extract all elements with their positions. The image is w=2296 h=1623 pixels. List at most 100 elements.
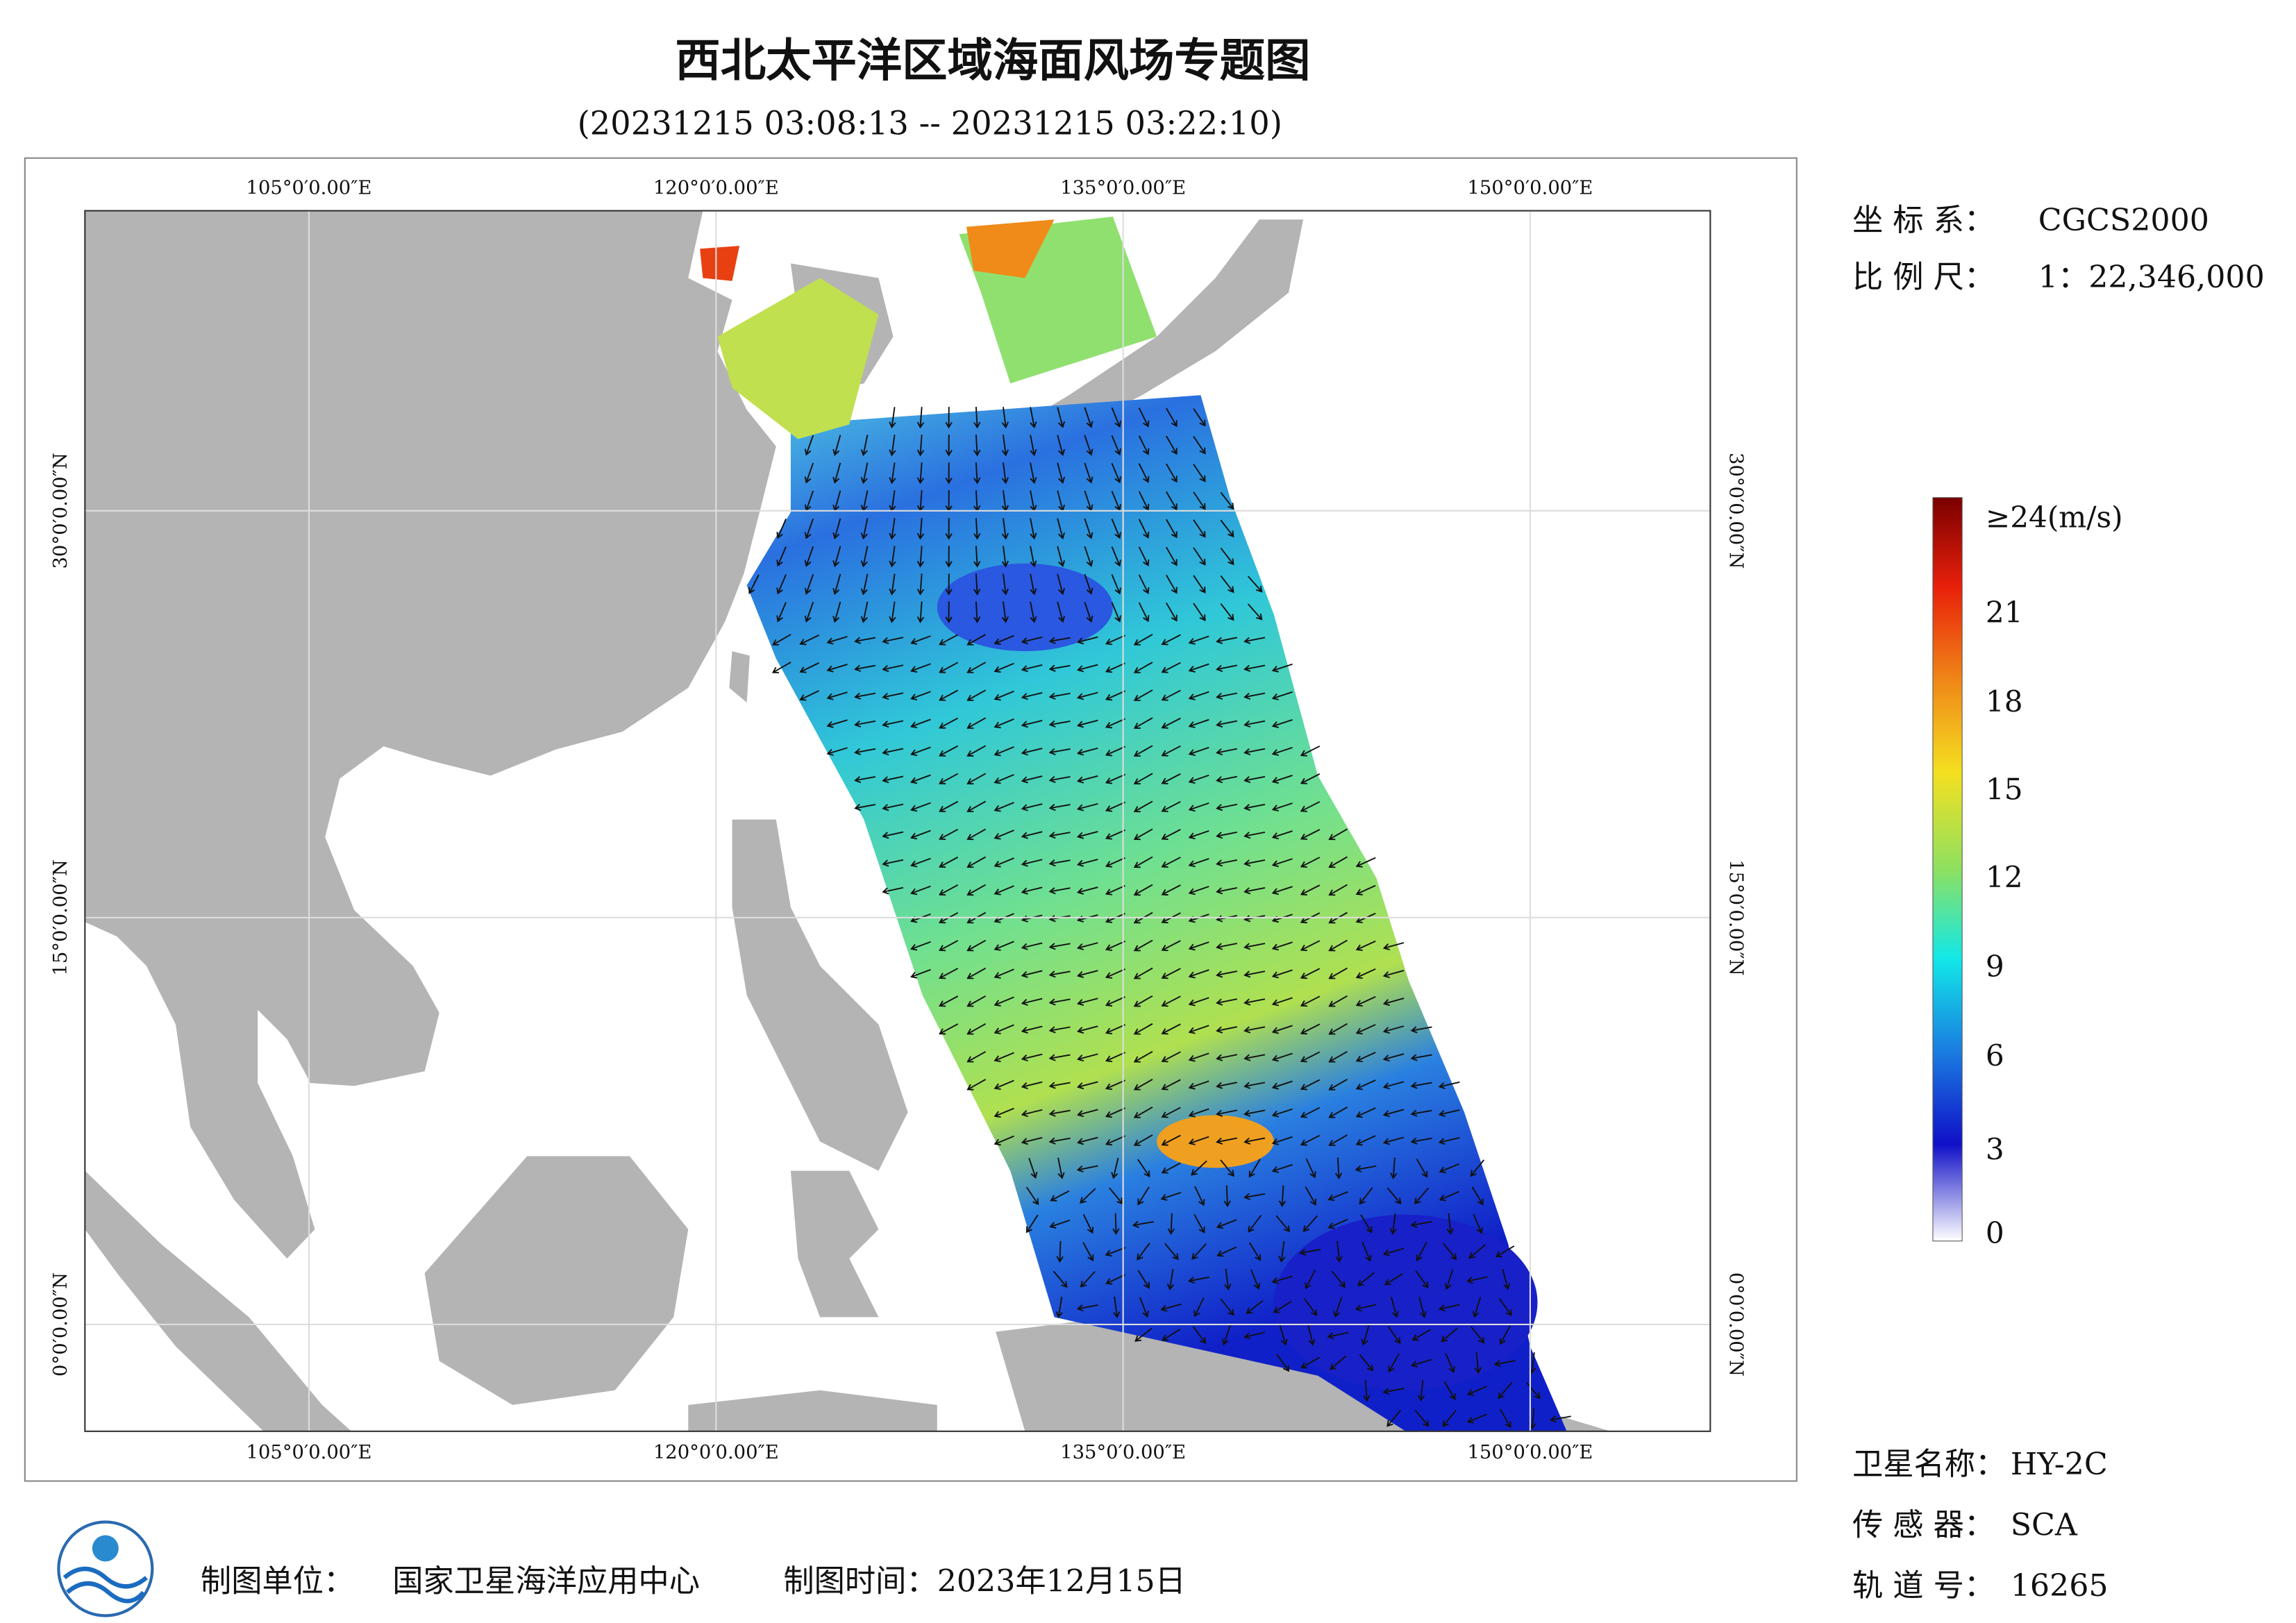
wind-arrow — [1216, 775, 1238, 784]
wind-arrow — [1328, 1050, 1348, 1063]
wind-arrow — [1300, 995, 1321, 1007]
wind-arrow — [1444, 1269, 1454, 1290]
wind-arrow — [910, 885, 931, 895]
colorbar-label: 0 — [1986, 1216, 2004, 1250]
wind-arrow — [1300, 1356, 1320, 1369]
wind-arrow — [1248, 1242, 1262, 1261]
wind-arrow — [1111, 407, 1121, 428]
wind-arrow — [994, 941, 1014, 951]
wind-arrow — [1137, 1243, 1150, 1261]
wind-arrow — [1057, 1157, 1065, 1179]
wind-arrow — [1021, 748, 1043, 756]
wind-arrow — [1021, 664, 1043, 673]
coord-value: CGCS2000 — [2038, 203, 2209, 238]
wind-arrow — [1355, 1165, 1377, 1172]
wind-arrow — [1161, 968, 1181, 979]
wind-arrow — [1111, 491, 1121, 512]
wind-arrow — [1243, 998, 1266, 1006]
wind-arrow — [1499, 1325, 1511, 1345]
swath — [746, 395, 1567, 1431]
unit: 国家卫星海洋应用中心 — [392, 1564, 700, 1599]
wind-arrow — [1271, 969, 1293, 979]
wind-arrow — [1021, 1081, 1043, 1090]
wind-arrow — [1161, 745, 1181, 757]
wind-arrow — [994, 1024, 1014, 1034]
wind-arrow — [1161, 800, 1181, 812]
wind-arrow — [916, 573, 925, 596]
wind-arrow — [889, 518, 896, 540]
wind-arrow — [945, 601, 953, 623]
wind-arrow — [1001, 518, 1009, 540]
colorbar-label: 9 — [1986, 950, 2004, 984]
wind-arrow — [882, 775, 904, 784]
colorbar-label: 6 — [1986, 1038, 2004, 1073]
wind-arrow — [1053, 1270, 1068, 1288]
wind-arrow — [1302, 1215, 1318, 1232]
wind-arrow — [1161, 634, 1181, 646]
wind-arrow — [1382, 1136, 1405, 1145]
wind-arrow — [1243, 943, 1266, 950]
wind-arrow — [1133, 828, 1153, 841]
wind-arrow — [1188, 941, 1209, 951]
wind-arrow — [945, 573, 953, 596]
wind-arrow — [1160, 1303, 1182, 1312]
wind-arrow — [916, 462, 925, 485]
wind-arrow — [1105, 884, 1125, 895]
wind-arrow — [1021, 831, 1043, 839]
wind-arrow — [1076, 1165, 1098, 1172]
wind-arrow — [1076, 859, 1098, 867]
wind-arrow — [1300, 1051, 1321, 1063]
wind-arrow — [1138, 435, 1150, 455]
wind-arrow — [889, 573, 896, 596]
wind-arrow — [1188, 830, 1209, 840]
wind-arrow — [973, 601, 981, 623]
wind-arrow — [1193, 436, 1206, 455]
wind-arrow — [826, 664, 848, 673]
wind-arrow — [1330, 1355, 1347, 1370]
wind-arrow — [1271, 886, 1293, 895]
wind-arrow — [1355, 996, 1376, 1007]
wind-arrow — [1300, 829, 1321, 840]
wind-arrow — [939, 773, 959, 784]
wind-arrow — [860, 546, 869, 568]
wind-arrow — [966, 634, 987, 646]
wind-arrow — [1105, 634, 1125, 646]
wind-arrow — [804, 573, 814, 595]
wind-arrow — [1300, 1107, 1321, 1118]
wind-arrow — [1021, 970, 1043, 978]
wind-arrow — [804, 435, 814, 456]
wind-arrow — [1300, 1079, 1321, 1091]
wind-arrow — [1048, 859, 1071, 867]
wind-arrow — [1021, 886, 1043, 895]
wind-arrow — [1133, 1134, 1153, 1146]
wind-arrow — [1390, 1157, 1398, 1179]
wind-arrow — [1049, 1219, 1071, 1229]
wind-arrow — [966, 828, 987, 841]
wind-arrow — [1333, 1297, 1343, 1318]
wind-arrow — [1384, 1273, 1403, 1286]
wind-arrow — [1416, 1159, 1428, 1178]
wind-arrow — [1300, 773, 1321, 784]
wind-arrow — [1445, 1352, 1455, 1373]
wind-arrow — [1438, 1109, 1460, 1118]
wind-arrow — [1082, 1242, 1094, 1262]
wind-arrow — [1105, 996, 1125, 1007]
wind-arrow — [1443, 1381, 1456, 1401]
wind-arrow — [882, 859, 904, 867]
wind-arrow — [1271, 1275, 1293, 1284]
wind-arrow — [1193, 547, 1206, 566]
wind-arrow — [1216, 970, 1238, 978]
colorbar-label: ≥24(m/s) — [1986, 500, 2123, 534]
wind-arrow — [1216, 720, 1238, 728]
swath-blue — [937, 563, 1113, 652]
wind-arrow — [1105, 773, 1125, 784]
wind-arrow — [1133, 856, 1153, 868]
wind-arrow — [1328, 995, 1348, 1007]
wind-arrow — [1161, 773, 1181, 784]
wind-arrow — [1021, 1053, 1043, 1062]
wind-arrow — [973, 462, 981, 485]
wind-arrow — [1076, 719, 1098, 728]
wind-arrow — [1382, 998, 1405, 1007]
wind-arrow — [1415, 1270, 1429, 1289]
wind-arrow — [1188, 635, 1209, 645]
